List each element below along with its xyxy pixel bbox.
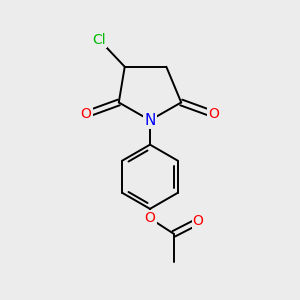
Text: O: O [81, 107, 92, 121]
Text: O: O [208, 107, 219, 121]
Text: Cl: Cl [93, 33, 106, 47]
Text: O: O [193, 214, 204, 228]
Text: O: O [145, 212, 155, 225]
Text: N: N [144, 113, 156, 128]
